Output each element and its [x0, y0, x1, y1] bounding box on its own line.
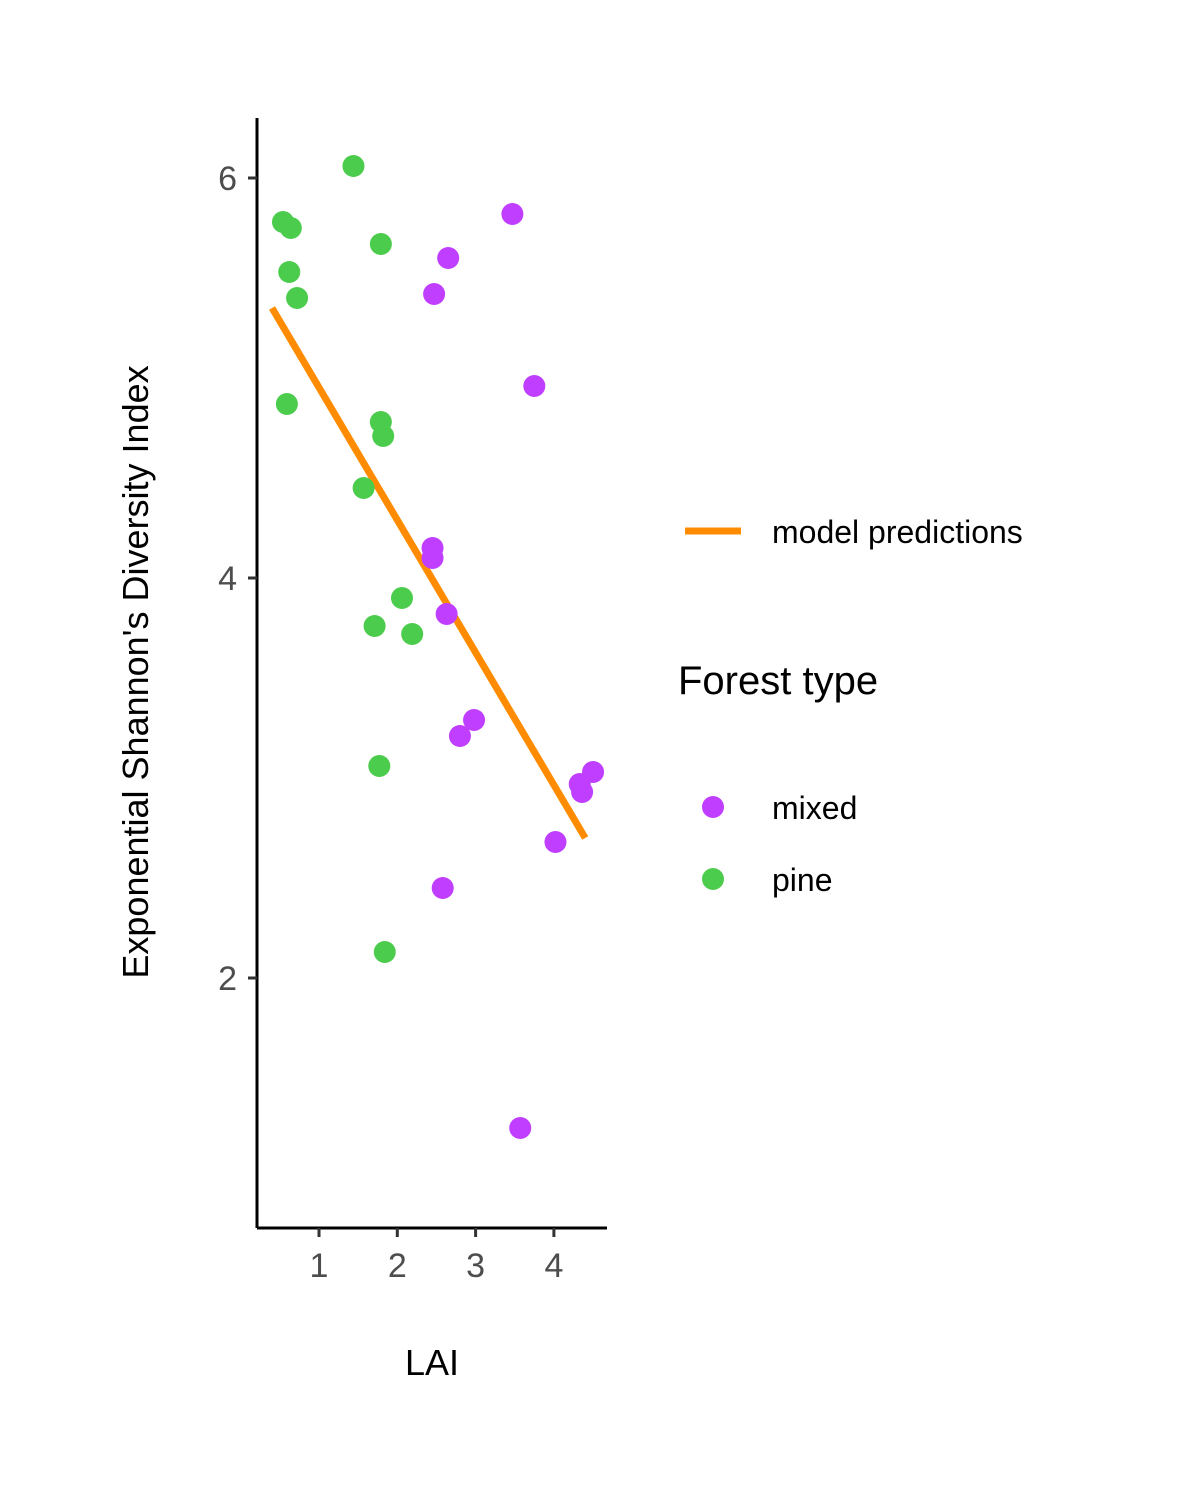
point-pine: [279, 217, 302, 239]
legend-label-model-predictions: model predictions: [772, 514, 1023, 550]
point-mixed: [431, 877, 454, 899]
x-axis-title: LAI: [405, 1342, 459, 1383]
point-mixed: [435, 603, 458, 625]
legend-label-mixed: mixed: [772, 790, 857, 826]
point-mixed: [448, 725, 471, 747]
legend-label-pine: pine: [772, 862, 833, 898]
point-pine: [275, 393, 298, 415]
legend: model predictions Forest type mixed pine: [678, 514, 1023, 898]
point-pine: [390, 587, 413, 609]
point-mixed: [421, 547, 444, 569]
x-tick-label: 4: [544, 1247, 563, 1285]
point-pine: [342, 155, 365, 177]
point-mixed: [463, 709, 486, 731]
point-pine: [278, 261, 301, 283]
y-tick-label: 2: [218, 960, 237, 998]
x-tick-label: 3: [466, 1247, 485, 1285]
point-mixed: [501, 203, 524, 225]
legend-key-mixed: [702, 796, 724, 818]
point-pine: [372, 425, 395, 447]
point-mixed: [523, 375, 546, 397]
chart-marks: [269, 155, 605, 1139]
point-pine: [401, 623, 424, 645]
point-pine: [286, 287, 309, 309]
point-pine: [363, 615, 386, 637]
legend-key-pine: [702, 868, 724, 890]
y-tick-label: 4: [218, 560, 237, 598]
x-tick-label: 2: [388, 1247, 407, 1285]
point-mixed: [571, 781, 594, 803]
chart-axes: 1 2 3 4 2 4 6: [218, 118, 607, 1285]
y-tick-label: 6: [218, 160, 237, 198]
point-mixed: [423, 283, 446, 305]
x-tick-label: 1: [310, 1247, 329, 1285]
y-axis-title: Exponential Shannon's Diversity Index: [115, 365, 156, 978]
point-pine: [352, 477, 375, 499]
point-pine: [368, 755, 391, 777]
point-mixed: [437, 247, 460, 269]
point-pine: [373, 941, 396, 963]
point-pine: [369, 233, 392, 255]
model-predictions-line: [269, 306, 589, 840]
legend-title: Forest type: [678, 659, 878, 703]
point-mixed: [544, 831, 567, 853]
point-mixed: [509, 1117, 532, 1139]
